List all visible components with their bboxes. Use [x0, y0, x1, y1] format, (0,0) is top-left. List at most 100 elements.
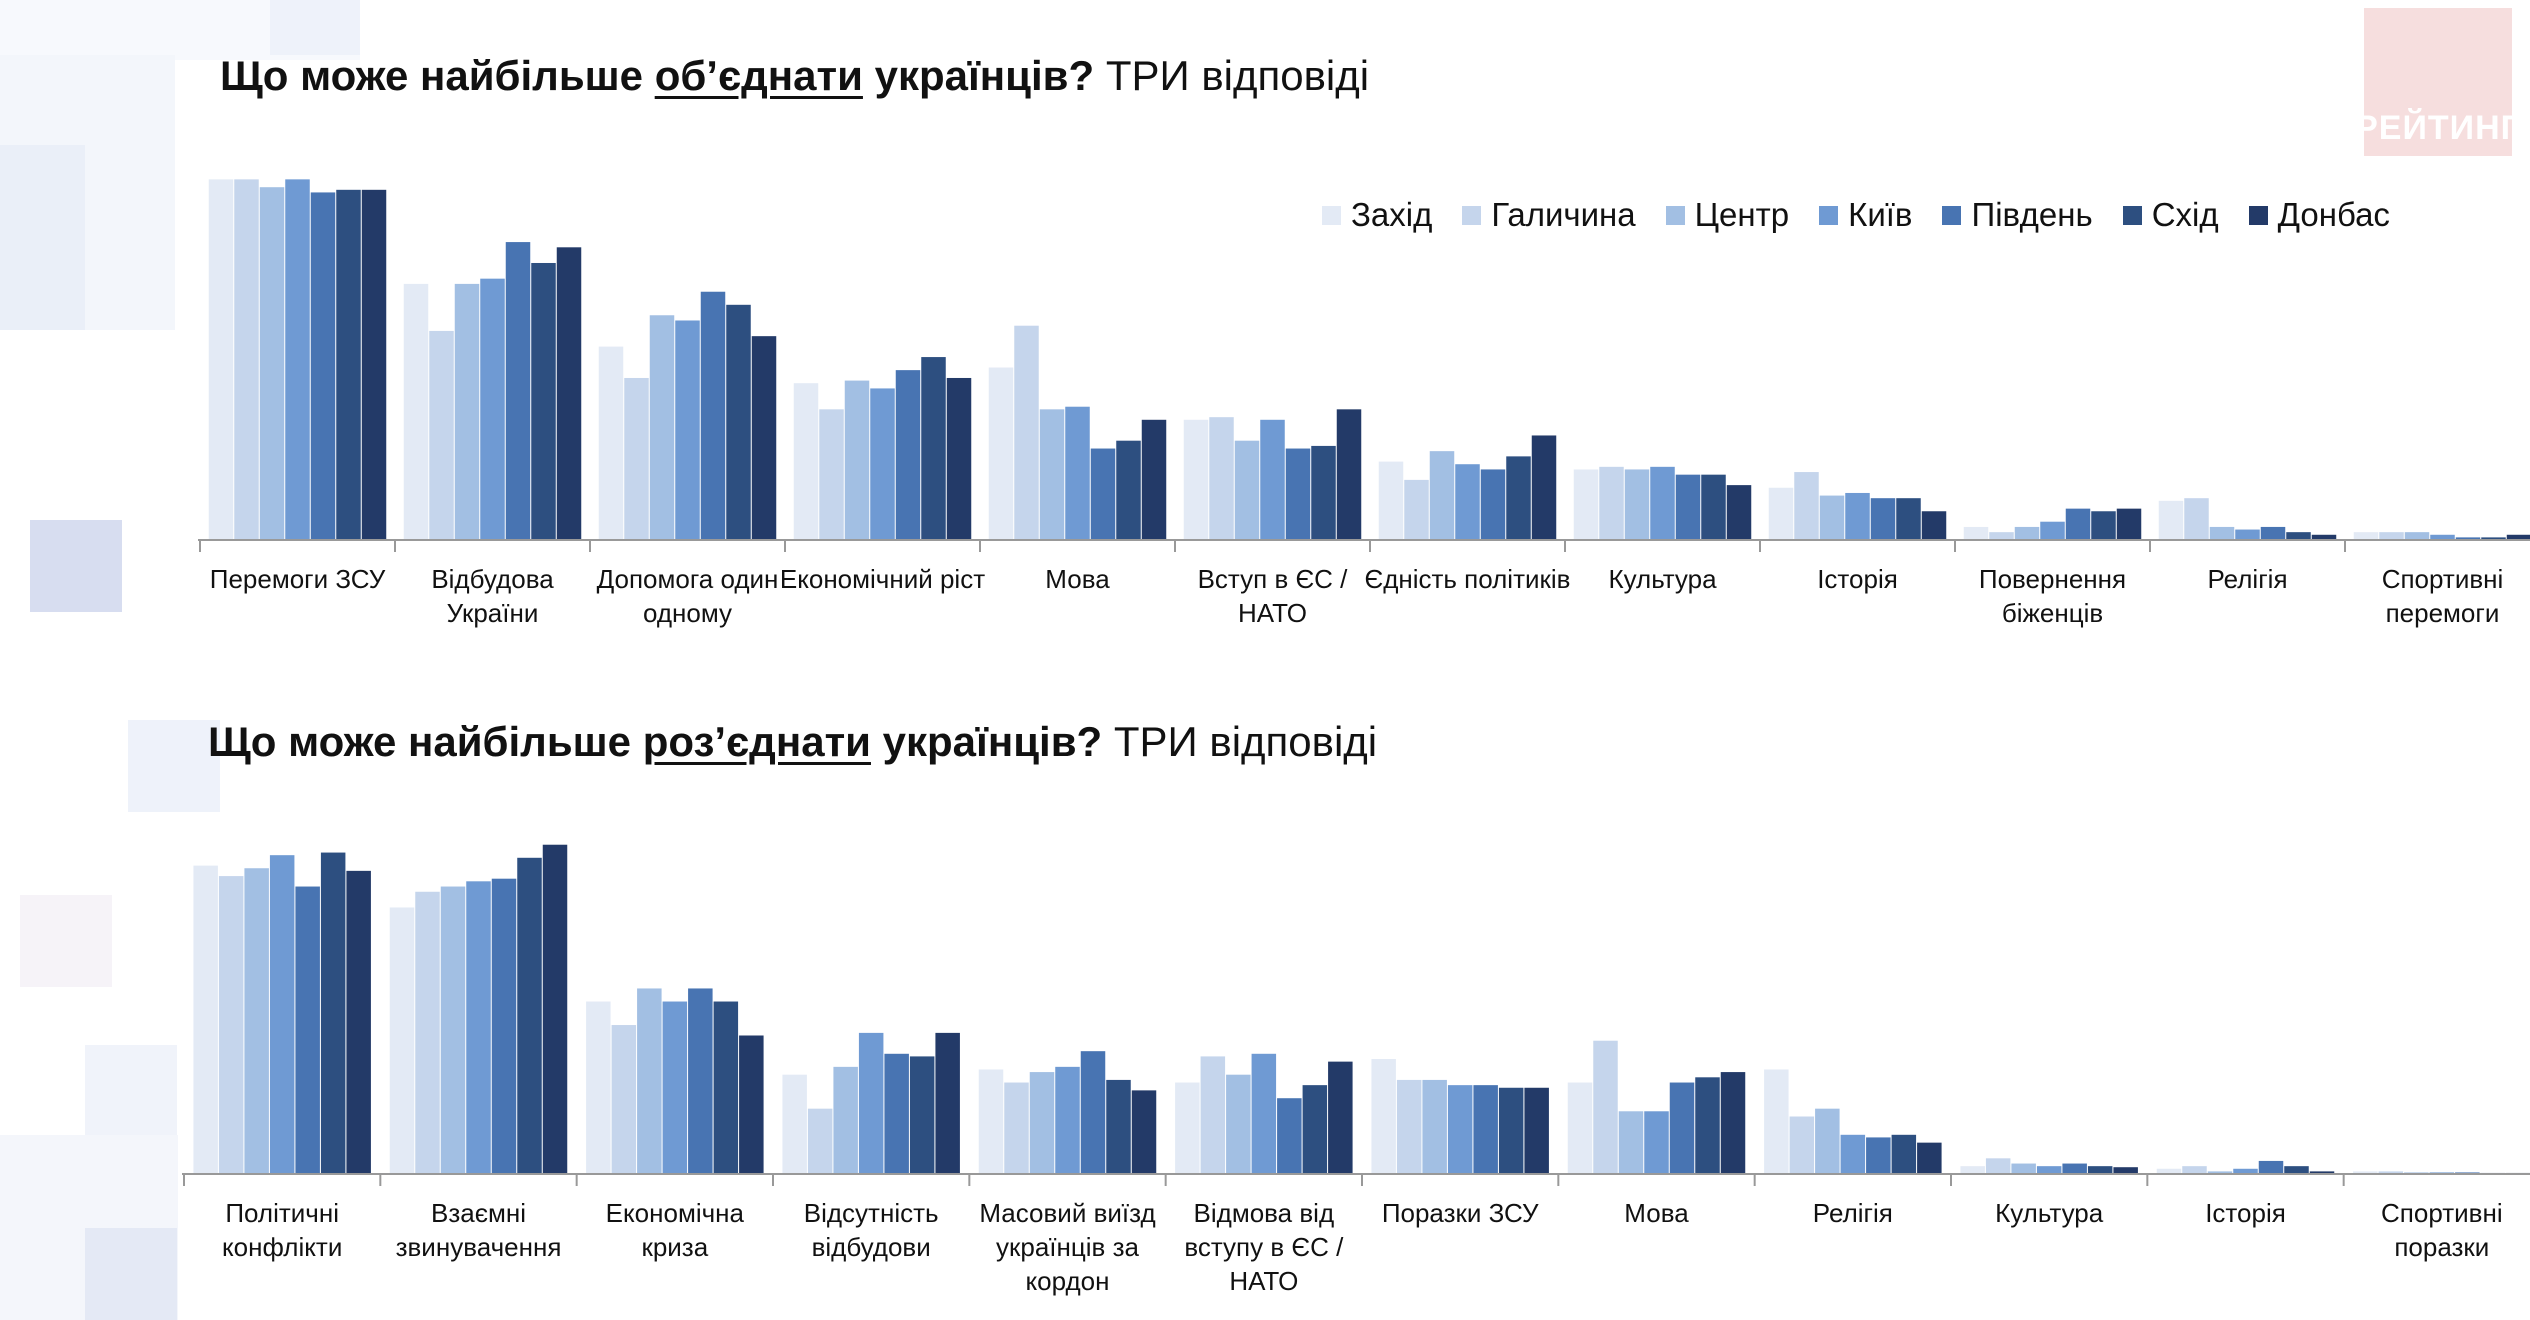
bar	[1675, 474, 1701, 540]
legend-swatch	[1462, 205, 1482, 225]
category-label: Релігія	[2207, 564, 2287, 594]
bar	[346, 870, 371, 1174]
category-label: Культура	[1995, 1198, 2104, 1228]
bar	[415, 891, 440, 1174]
bar	[1669, 1082, 1695, 1174]
bar	[1789, 1116, 1815, 1174]
bar	[1815, 1108, 1840, 1174]
title-part: ТРИ відповіді	[1102, 718, 1378, 765]
category-label: Повернення біженців	[1979, 564, 2126, 628]
bar	[1473, 1085, 1498, 1174]
chart-title-unite: Що може найбільше об’єднати українців? Т…	[220, 52, 1369, 100]
category-label: Спортивні перемоги	[2382, 564, 2504, 628]
category-label: Економічна криза	[606, 1198, 745, 1262]
bar	[2011, 1163, 2036, 1174]
bar	[1840, 1134, 1866, 1174]
bar	[2284, 1166, 2309, 1174]
legend-swatch	[1322, 205, 1341, 225]
bar	[531, 262, 556, 540]
bar	[1183, 419, 1209, 540]
bar	[726, 304, 751, 540]
bar	[2036, 1166, 2062, 1174]
legend-label: Захід	[1351, 196, 1433, 233]
chart-title-divide: Що може найбільше роз’єднати українців? …	[208, 718, 1377, 766]
bar	[1480, 469, 1506, 540]
bar	[739, 1035, 764, 1174]
bar	[649, 315, 675, 540]
bar	[2113, 1167, 2138, 1174]
bar	[244, 868, 269, 1174]
bar	[1234, 440, 1260, 540]
bar	[1336, 409, 1362, 540]
bar	[1277, 1098, 1302, 1174]
legend-label: Південь	[1971, 196, 2093, 233]
bar	[586, 1001, 611, 1174]
legend-swatch	[1665, 205, 1685, 225]
category-label: Поразки ЗСУ	[1382, 1198, 1539, 1228]
bar	[1378, 461, 1404, 540]
legend-swatch	[2122, 205, 2142, 225]
bar	[1960, 1166, 1985, 1174]
bar	[454, 283, 480, 540]
bar	[1845, 492, 1870, 540]
title-part: Що може найбільше	[220, 52, 655, 99]
bar	[2404, 532, 2430, 540]
bar	[1090, 448, 1116, 540]
bar	[259, 187, 285, 540]
decor-square	[128, 720, 220, 812]
bar	[988, 367, 1014, 540]
category-label: Допомога один одному	[597, 564, 779, 628]
category-label: Перемоги ЗСУ	[210, 564, 386, 594]
bar	[1531, 435, 1557, 540]
bar	[440, 886, 466, 1174]
legend: Захід Галичина Центр Київ Південь Схід Д…	[1322, 196, 2390, 234]
bar	[807, 1108, 833, 1174]
bar	[295, 886, 320, 1174]
bar	[2091, 511, 2116, 540]
bar	[662, 1001, 688, 1174]
bar	[1116, 440, 1141, 540]
bar	[1506, 456, 1531, 540]
bar	[1014, 325, 1039, 540]
bar	[466, 881, 491, 1174]
bar	[978, 1069, 1004, 1174]
bar	[208, 179, 234, 541]
bar	[234, 179, 259, 541]
logo-text: РЕЙТИНГ	[2355, 109, 2521, 147]
title-part: українців?	[870, 718, 1103, 765]
bar	[1141, 419, 1167, 540]
bar	[1567, 1082, 1593, 1174]
bar	[403, 283, 429, 540]
bar	[1701, 474, 1726, 540]
bar	[1870, 498, 1896, 540]
bar	[1260, 419, 1285, 540]
legend-item: Захід	[1322, 196, 1432, 234]
bar	[1285, 448, 1311, 540]
bar	[1896, 498, 1921, 540]
bar	[1404, 479, 1429, 540]
bar	[556, 247, 582, 540]
bar	[844, 380, 870, 540]
bar	[320, 852, 346, 1174]
category-label: Спортивні поразки	[2381, 1198, 2503, 1262]
bar	[1429, 451, 1455, 540]
bar	[361, 189, 387, 540]
bar	[700, 291, 726, 540]
bar	[833, 1066, 858, 1174]
legend-swatch	[1942, 205, 1962, 225]
category-label: Політичні конфлікти	[222, 1198, 342, 1262]
legend-item: Схід	[2122, 196, 2219, 234]
bar	[713, 1001, 739, 1174]
bar	[1891, 1134, 1917, 1174]
bar	[1573, 469, 1599, 540]
bar	[2430, 534, 2455, 540]
bar	[336, 189, 361, 540]
category-label: Відбудова України	[431, 564, 554, 628]
bar	[1599, 466, 1624, 540]
bar	[505, 242, 531, 540]
bar	[1963, 526, 1989, 540]
decor-square	[85, 1045, 177, 1137]
bar	[1819, 495, 1845, 540]
bar	[1311, 445, 1336, 540]
bar	[793, 383, 819, 540]
